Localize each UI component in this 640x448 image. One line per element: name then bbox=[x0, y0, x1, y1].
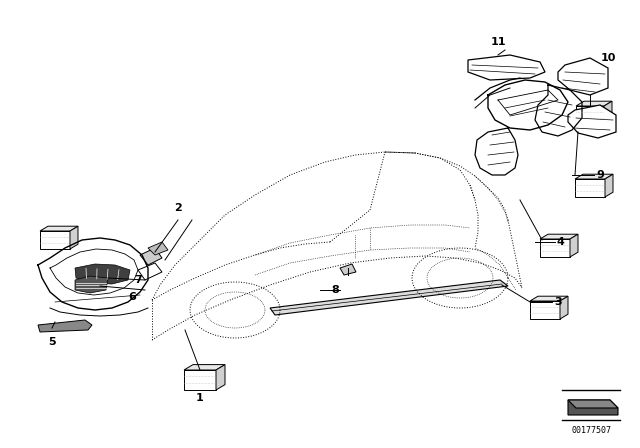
Polygon shape bbox=[568, 400, 618, 415]
Polygon shape bbox=[270, 280, 508, 315]
Polygon shape bbox=[576, 106, 604, 124]
Polygon shape bbox=[70, 226, 78, 249]
Polygon shape bbox=[468, 55, 545, 80]
Polygon shape bbox=[75, 264, 130, 284]
Polygon shape bbox=[570, 234, 578, 257]
Text: 9: 9 bbox=[596, 170, 604, 180]
Text: 8: 8 bbox=[331, 285, 339, 295]
Polygon shape bbox=[138, 263, 162, 280]
Polygon shape bbox=[558, 58, 608, 95]
Polygon shape bbox=[148, 242, 168, 255]
Polygon shape bbox=[216, 365, 225, 390]
Text: 2: 2 bbox=[174, 203, 182, 213]
Text: 10: 10 bbox=[600, 53, 616, 63]
Polygon shape bbox=[604, 101, 612, 124]
Text: 6: 6 bbox=[128, 292, 136, 302]
Polygon shape bbox=[605, 174, 613, 197]
Polygon shape bbox=[560, 296, 568, 319]
Polygon shape bbox=[184, 370, 216, 390]
Polygon shape bbox=[184, 365, 225, 370]
Polygon shape bbox=[540, 239, 570, 257]
Polygon shape bbox=[140, 248, 162, 265]
Polygon shape bbox=[575, 179, 605, 197]
Polygon shape bbox=[568, 400, 618, 408]
Polygon shape bbox=[568, 105, 616, 138]
Polygon shape bbox=[575, 174, 613, 179]
Polygon shape bbox=[40, 231, 70, 249]
Polygon shape bbox=[38, 320, 92, 332]
Polygon shape bbox=[75, 276, 108, 293]
Text: 1: 1 bbox=[196, 393, 204, 403]
Polygon shape bbox=[576, 101, 612, 106]
Polygon shape bbox=[530, 296, 568, 301]
Polygon shape bbox=[40, 226, 78, 231]
Text: 3: 3 bbox=[554, 297, 562, 307]
Text: 7: 7 bbox=[134, 275, 142, 285]
Text: 00177507: 00177507 bbox=[571, 426, 611, 435]
Text: 5: 5 bbox=[48, 337, 56, 347]
Polygon shape bbox=[540, 234, 578, 239]
Polygon shape bbox=[340, 264, 356, 275]
Text: 11: 11 bbox=[490, 37, 506, 47]
Text: 4: 4 bbox=[556, 237, 564, 247]
Polygon shape bbox=[530, 301, 560, 319]
